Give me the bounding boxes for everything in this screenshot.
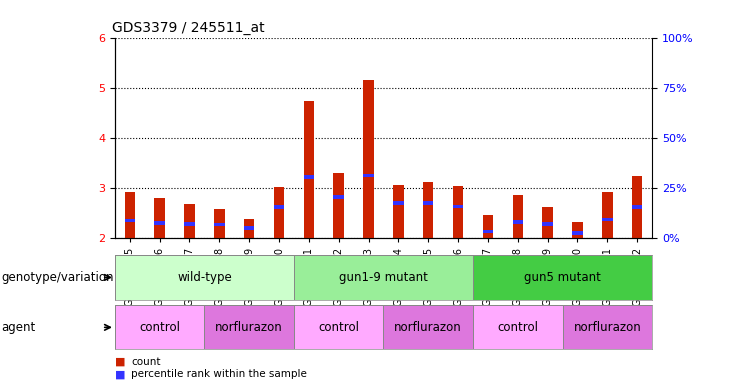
Bar [363, 80, 373, 238]
Text: gun5 mutant: gun5 mutant [524, 271, 601, 284]
Bar [154, 221, 165, 225]
Text: norflurazon: norflurazon [574, 321, 641, 334]
Bar [572, 222, 582, 238]
Bar [542, 222, 553, 226]
Bar [393, 185, 404, 238]
Bar [124, 219, 135, 222]
Bar [154, 198, 165, 238]
Text: count: count [131, 357, 161, 367]
Text: norflurazon: norflurazon [394, 321, 462, 334]
Bar [363, 174, 373, 177]
Text: norflurazon: norflurazon [216, 321, 283, 334]
Bar [632, 176, 642, 238]
Text: ■: ■ [115, 357, 125, 367]
Bar [602, 192, 613, 238]
Bar [244, 218, 254, 238]
Bar [115, 255, 294, 300]
Bar [214, 223, 225, 226]
Bar [482, 230, 494, 233]
Text: genotype/variation: genotype/variation [1, 271, 114, 284]
Bar [473, 255, 652, 300]
Bar [304, 175, 314, 179]
Bar [304, 101, 314, 238]
Bar [423, 201, 433, 205]
Bar [542, 207, 553, 238]
Text: control: control [139, 321, 180, 334]
Bar [572, 231, 582, 235]
Bar [473, 305, 562, 349]
Bar [453, 186, 463, 238]
Text: GDS3379 / 245511_at: GDS3379 / 245511_at [112, 21, 265, 35]
Text: ■: ■ [115, 369, 125, 379]
Text: control: control [497, 321, 538, 334]
Bar [115, 305, 205, 349]
Bar [333, 195, 344, 199]
Bar [294, 305, 384, 349]
Bar [185, 222, 195, 226]
Bar [602, 218, 613, 221]
Bar [185, 204, 195, 238]
Bar [333, 173, 344, 238]
Bar [124, 192, 135, 238]
Text: percentile rank within the sample: percentile rank within the sample [131, 369, 307, 379]
Text: control: control [318, 321, 359, 334]
Bar [214, 209, 225, 238]
Text: agent: agent [1, 321, 36, 334]
Bar [273, 205, 285, 209]
Bar [205, 305, 294, 349]
Bar [562, 305, 652, 349]
Bar [513, 195, 523, 238]
Bar [423, 182, 433, 238]
Bar [244, 226, 254, 230]
Bar [632, 205, 642, 209]
Bar [393, 201, 404, 205]
Bar [482, 215, 494, 238]
Bar [273, 187, 285, 238]
Text: wild-type: wild-type [177, 271, 232, 284]
Bar [513, 220, 523, 224]
Bar [384, 305, 473, 349]
Text: gun1-9 mutant: gun1-9 mutant [339, 271, 428, 284]
Bar [294, 255, 473, 300]
Bar [453, 205, 463, 209]
